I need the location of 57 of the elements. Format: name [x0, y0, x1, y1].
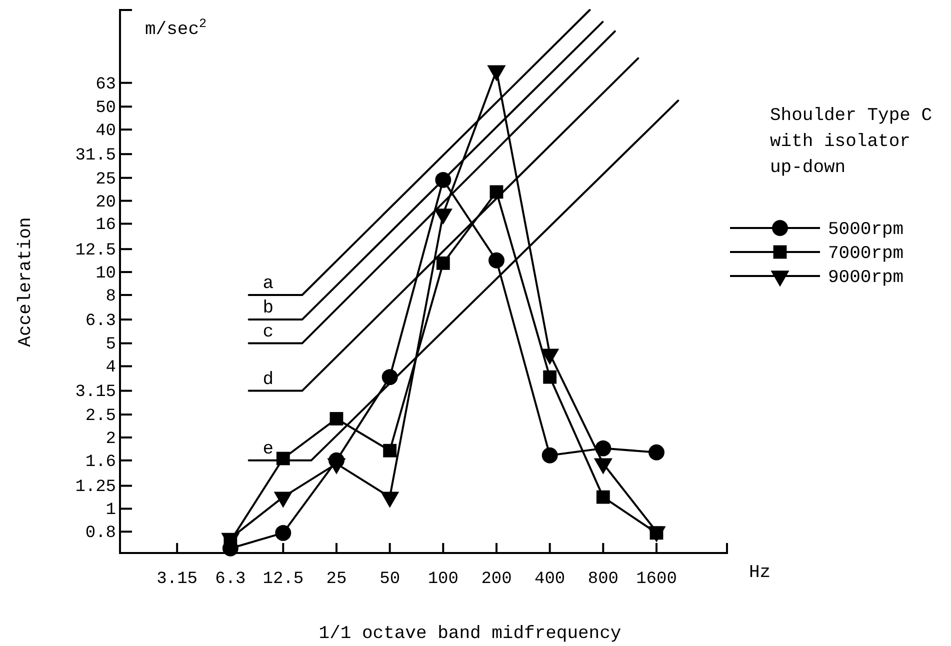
y-tick-label: 5	[106, 336, 116, 355]
point	[276, 452, 290, 466]
y-tick-label: 0.8	[85, 524, 116, 544]
x-tick-label: 100	[428, 570, 458, 590]
x-tick-label: 1600	[636, 570, 677, 590]
x-tick-label: 50	[380, 570, 400, 590]
series-label: e	[262, 439, 274, 460]
y-tick-label: 12.5	[75, 242, 116, 261]
series-label: a	[262, 274, 274, 294]
y-tick-label: 2	[106, 430, 116, 449]
legend-label: 7000rpm	[828, 244, 904, 264]
point	[383, 444, 397, 458]
y-tick-label: 1	[106, 501, 116, 520]
legend-label: 5000rpm	[828, 220, 904, 240]
y-axis-title: Acceleration	[16, 217, 36, 347]
point	[382, 369, 398, 386]
series-label: c	[262, 322, 274, 342]
point	[435, 172, 452, 188]
annotation: m/sec$^{2}$	[145, 17, 207, 40]
y-tick-label: 25	[96, 170, 116, 190]
text: Hz	[749, 563, 771, 583]
x-tick-label: 800	[588, 570, 618, 590]
point	[543, 370, 557, 384]
y-tick-label: 8	[106, 287, 116, 306]
series-label: d	[262, 370, 274, 390]
y-tick-label: 16	[96, 216, 116, 236]
y-tick-label: 20	[96, 193, 116, 212]
point	[542, 447, 558, 464]
y-tick-label: 50	[96, 99, 116, 118]
point	[275, 524, 292, 541]
x-tick-label: 3.15	[156, 570, 198, 590]
point	[490, 185, 504, 199]
point	[488, 252, 504, 268]
point	[436, 256, 450, 270]
legend-label: 9000rpm	[828, 268, 904, 288]
x-tick-label: 25	[326, 570, 347, 590]
y-tick-label: 1.6	[85, 452, 116, 472]
y-tick-label: 31.5	[75, 146, 116, 166]
x-tick-label: 6.3	[215, 570, 246, 590]
y-tick-label: 10	[96, 264, 116, 284]
y-tick-label: 63	[96, 75, 116, 94]
legend-title: Shoulder Type C with isolator up-down	[770, 106, 932, 178]
point	[648, 444, 664, 460]
point	[330, 412, 344, 426]
x-axis-title: 1/1 octave band midfrequency	[318, 624, 622, 644]
x-tick-label: 200	[481, 570, 512, 590]
point	[595, 440, 612, 456]
y-tick-label: 3.15	[75, 383, 116, 402]
y-tick-label: 40	[96, 122, 116, 141]
y-tick-label: 4	[106, 358, 116, 378]
point	[596, 490, 610, 504]
y-tick-label: 2.5	[85, 406, 116, 426]
x-tick-label: 12.5	[262, 570, 304, 590]
y-tick-label: 1.25	[75, 478, 116, 498]
y-tick-label: 6.3	[85, 312, 116, 331]
x-tick-label: 400	[534, 570, 566, 590]
series-label: b	[262, 298, 274, 319]
